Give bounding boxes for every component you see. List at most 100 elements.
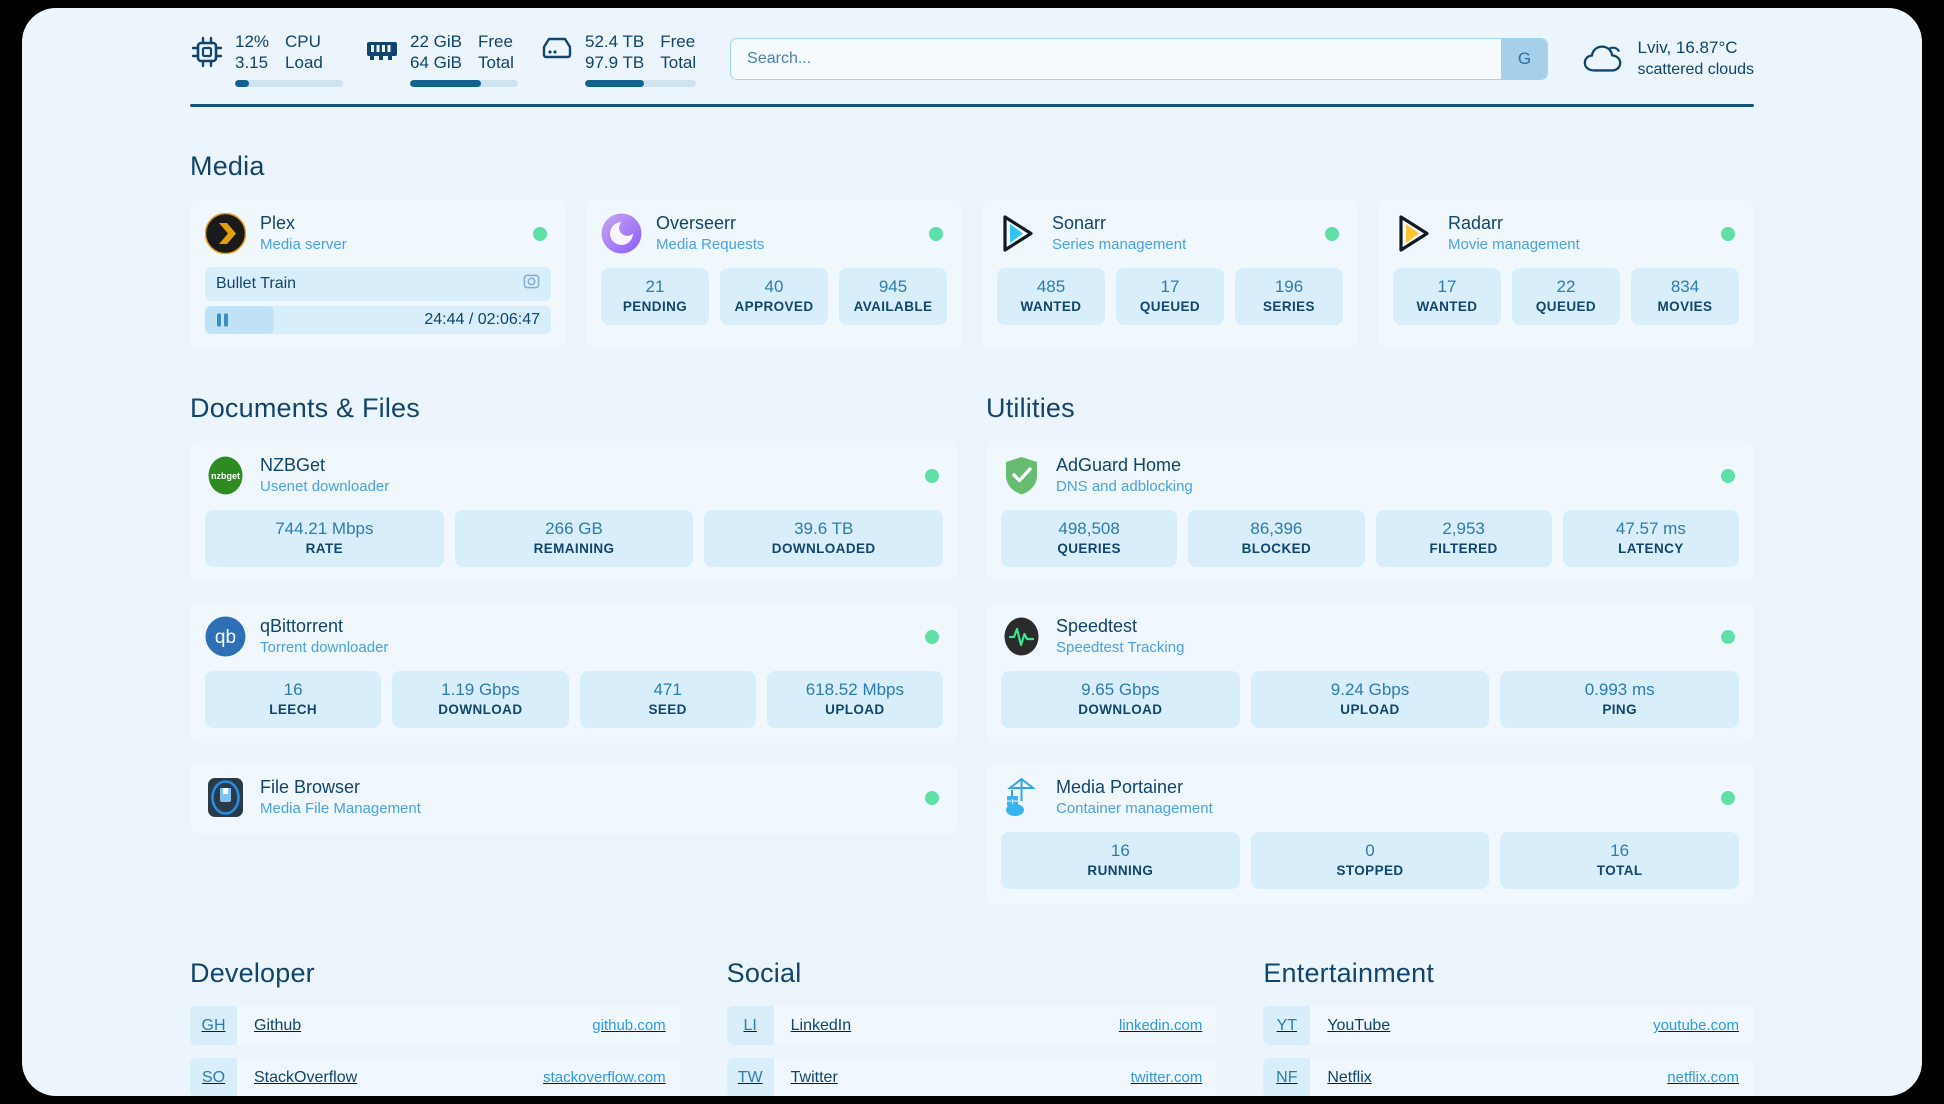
stat-tile[interactable]: 17 QUEUED <box>1116 268 1224 325</box>
dashboard-page: 12% 3.15 CPU Load 22 GiB 64 GiB Free <box>22 8 1922 1096</box>
bookmark-list: LI LinkedIn linkedin.com TW Twitter twit… <box>726 1006 1218 1096</box>
stat-value: 498,508 <box>1058 519 1120 538</box>
bookmark-list: GH Github github.com SO StackOverflow st… <box>190 1006 681 1096</box>
resource-meter-1: 22 GiB 64 GiB Free Total <box>365 31 518 87</box>
stat-value: 16 <box>1610 841 1630 860</box>
service-subtitle: Media server <box>260 236 347 253</box>
service-card-overseerr[interactable]: Overseerr Media Requests 21 PENDING 40 A… <box>586 199 962 349</box>
stat-row: 9.65 Gbps DOWNLOAD 9.24 Gbps UPLOAD 0.99… <box>1001 671 1740 728</box>
stat-label: WANTED <box>1416 299 1478 314</box>
service-card-file-browser[interactable]: File Browser Media File Management <box>190 763 958 834</box>
search-box[interactable]: G <box>730 38 1549 80</box>
radarr-logo <box>1393 213 1434 254</box>
cloud-icon <box>1582 40 1624 78</box>
stat-tile[interactable]: 471 SEED <box>579 671 756 728</box>
now-playing-bar[interactable]: Bullet Train <box>205 267 551 301</box>
stat-row: 498,508 QUERIES 86,396 BLOCKED 2,953 FIL… <box>1001 510 1739 567</box>
stat-tile[interactable]: 196 SERIES <box>1235 268 1343 325</box>
stat-value: 86,396 <box>1250 519 1303 538</box>
documents-column: Documents & Files nzbget NZBGet Usenet d… <box>190 349 958 904</box>
stat-value: 17 <box>1437 277 1457 296</box>
service-subtitle: Media Requests <box>656 236 765 253</box>
stat-tile[interactable]: 1.19 Gbps DOWNLOAD <box>392 671 569 728</box>
service-card-qbittorrent[interactable]: qb qBittorrent Torrent downloader 16 LEE… <box>190 602 958 743</box>
stat-tile[interactable]: 40 APPROVED <box>720 268 828 325</box>
stat-value: 40 <box>764 277 784 296</box>
bookmark-abbr: GH <box>190 1006 237 1045</box>
stat-tile[interactable]: 21 PENDING <box>601 268 709 325</box>
stat-tile[interactable]: 39.6 TB DOWNLOADED <box>704 510 944 567</box>
stat-tile[interactable]: 47.57 ms LATENCY <box>1562 510 1739 567</box>
stat-tile[interactable]: 834 MOVIES <box>1631 268 1739 325</box>
stat-value: 266 GB <box>545 519 603 538</box>
bookmark-url: stackoverflow.com <box>543 1069 666 1086</box>
stat-label: TOTAL <box>1596 863 1643 878</box>
resource-value-primary: 22 GiB <box>410 32 462 51</box>
bookmark-item[interactable]: LI LinkedIn linkedin.com <box>726 1006 1218 1045</box>
stat-tile[interactable]: 945 AVAILABLE <box>839 268 947 325</box>
stat-tile[interactable]: 9.24 Gbps UPLOAD <box>1250 671 1490 728</box>
search-submit-button[interactable]: G <box>1501 39 1548 79</box>
stat-label: UPLOAD <box>825 702 885 717</box>
stat-tile[interactable]: 22 QUEUED <box>1512 268 1620 325</box>
stat-label: LEECH <box>269 702 317 717</box>
media-player: Bullet Train 24:44 / 02:06:47 <box>205 267 551 334</box>
sonarr-logo <box>997 213 1038 254</box>
bookmark-name: YouTube <box>1327 1016 1391 1034</box>
service-card-header: File Browser Media File Management <box>205 776 943 819</box>
service-card-speedtest[interactable]: Speedtest Speedtest Tracking 9.65 Gbps D… <box>986 602 1754 743</box>
service-card-sonarr[interactable]: Sonarr Series management 485 WANTED 17 Q… <box>982 199 1358 349</box>
resource-value-primary: 52.4 TB <box>585 32 645 51</box>
media-card-grid: Plex Media server Bullet Train 24:44 / 0… <box>190 199 1754 349</box>
stat-tile[interactable]: 16 LEECH <box>205 671 382 728</box>
stat-tile[interactable]: 2,953 FILTERED <box>1375 510 1552 567</box>
service-card-adguard-home[interactable]: AdGuard Home DNS and adblocking 498,508 … <box>986 441 1754 582</box>
stat-value: 21 <box>645 277 665 296</box>
stat-tile[interactable]: 266 GB REMAINING <box>454 510 694 567</box>
service-card-media-portainer[interactable]: Media Portainer Container management 16 … <box>986 763 1754 904</box>
bookmark-item[interactable]: SO StackOverflow stackoverflow.com <box>190 1058 681 1096</box>
stat-value: 1.19 Gbps <box>441 680 520 699</box>
stat-value: 9.24 Gbps <box>1330 680 1410 699</box>
stat-tile[interactable]: 17 WANTED <box>1393 268 1501 325</box>
bookmark-abbr: LI <box>726 1006 774 1045</box>
service-name: qBittorrent <box>260 616 344 636</box>
search-input[interactable] <box>731 39 1502 79</box>
bookmark-group-title: Entertainment <box>1263 958 1435 988</box>
weather-widget: Lviv, 16.87°C scattered clouds <box>1582 37 1754 81</box>
stat-value: 196 <box>1274 277 1304 296</box>
bookmark-item[interactable]: NF Netflix netflix.com <box>1263 1058 1754 1096</box>
pause-icon[interactable] <box>217 313 228 327</box>
bookmark-list: YT YouTube youtube.com NF Netflix netfli… <box>1263 1006 1754 1096</box>
service-card-header: Plex Media server <box>204 212 551 255</box>
service-card-radarr[interactable]: Radarr Movie management 17 WANTED 22 QUE… <box>1378 199 1754 349</box>
bookmark-abbr: SO <box>190 1058 237 1096</box>
service-subtitle: Usenet downloader <box>260 478 390 495</box>
service-name: Overseerr <box>656 213 737 233</box>
stat-value: 17 <box>1160 277 1180 296</box>
service-card-nzbget[interactable]: nzbget NZBGet Usenet downloader 744.21 M… <box>190 441 958 582</box>
bookmark-item[interactable]: YT YouTube youtube.com <box>1263 1006 1754 1045</box>
stat-tile[interactable]: 485 WANTED <box>997 268 1105 325</box>
stat-row: 16 LEECH 1.19 Gbps DOWNLOAD 471 SEED 618… <box>205 671 943 728</box>
stat-tile[interactable]: 86,396 BLOCKED <box>1188 510 1365 567</box>
service-card-plex[interactable]: Plex Media server Bullet Train 24:44 / 0… <box>190 199 566 349</box>
playback-progress-bar[interactable]: 24:44 / 02:06:47 <box>205 306 551 334</box>
bookmark-url: youtube.com <box>1653 1017 1739 1034</box>
stat-label: SEED <box>648 702 687 717</box>
bookmark-item[interactable]: TW Twitter twitter.com <box>726 1058 1218 1096</box>
service-card-header: Sonarr Series management <box>997 212 1343 255</box>
stat-tile[interactable]: 16 RUNNING <box>1001 832 1240 889</box>
stat-tile[interactable]: 618.52 Mbps UPLOAD <box>766 671 943 728</box>
stat-tile[interactable]: 16 TOTAL <box>1500 832 1740 889</box>
resource-value-secondary: 3.15 <box>235 53 269 72</box>
stat-value: 16 <box>1110 841 1130 860</box>
bookmark-item[interactable]: GH Github github.com <box>190 1006 681 1045</box>
stat-tile[interactable]: 9.65 Gbps DOWNLOAD <box>1001 671 1240 728</box>
bookmark-url: github.com <box>592 1017 666 1034</box>
stat-tile[interactable]: 744.21 Mbps RATE <box>205 510 444 567</box>
stat-tile[interactable]: 0.993 ms PING <box>1500 671 1740 728</box>
stat-tile[interactable]: 0 STOPPED <box>1250 832 1490 889</box>
status-indicator-online <box>929 226 943 241</box>
stat-tile[interactable]: 498,508 QUERIES <box>1001 510 1178 567</box>
